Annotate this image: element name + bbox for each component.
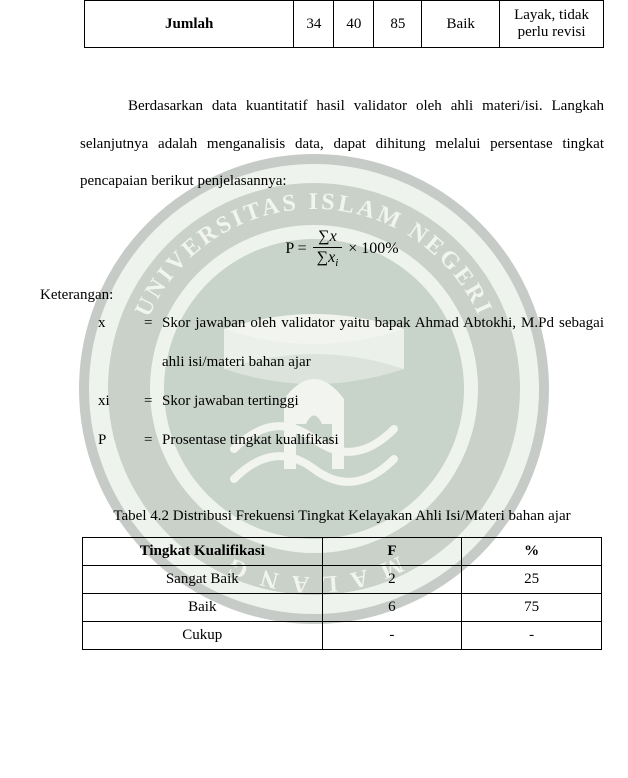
cell: -	[322, 621, 462, 649]
col-header: Tingkat Kualifikasi	[83, 537, 323, 565]
cell: Baik	[83, 593, 323, 621]
cell: -	[462, 621, 602, 649]
def-text: Prosentase tingkat kualifikasi	[162, 421, 604, 460]
table2-caption: Tabel 4.2 Distribusi Frekuensi Tingkat K…	[80, 508, 604, 525]
table-header-row: Tingkat Kualifikasi F %	[83, 537, 602, 565]
def-text: Skor jawaban tertinggi	[162, 382, 604, 421]
cell: 34	[294, 1, 334, 48]
cell: 75	[462, 593, 602, 621]
cell: Layak, tidak perlu revisi	[500, 1, 604, 48]
formula-lhs: P =	[285, 239, 306, 256]
cell: Baik	[422, 1, 500, 48]
keterangan-label: Keterangan:	[40, 287, 604, 304]
definition-row: xi = Skor jawaban tertinggi	[98, 382, 604, 421]
def-eq: =	[144, 421, 162, 460]
col-header: F	[322, 537, 462, 565]
def-symbol: xi	[98, 382, 144, 421]
summary-table: Jumlah 34 40 85 Baik Layak, tidak perlu …	[84, 0, 604, 48]
definition-row: x = Skor jawaban oleh validator yaitu ba…	[98, 304, 604, 382]
formula-denominator: ∑xi	[313, 248, 343, 269]
cell: 25	[462, 565, 602, 593]
def-eq: =	[144, 382, 162, 421]
def-text: Skor jawaban oleh validator yaitu bapak …	[162, 304, 604, 382]
cell: Sangat Baik	[83, 565, 323, 593]
def-eq: =	[144, 304, 162, 382]
cell: 85	[374, 1, 422, 48]
paragraph: Berdasarkan data kuantitatif hasil valid…	[80, 88, 604, 201]
cell: Cukup	[83, 621, 323, 649]
formula-fraction: ∑x ∑xi	[313, 229, 343, 269]
frequency-table: Tingkat Kualifikasi F % Sangat Baik 2 25…	[82, 537, 602, 650]
def-symbol: P	[98, 421, 144, 460]
formula: P = ∑x ∑xi × 100%	[80, 229, 604, 269]
col-header: %	[462, 537, 602, 565]
cell-line2: perlu revisi	[518, 24, 586, 40]
definition-row: P = Prosentase tingkat kualifikasi	[98, 421, 604, 460]
cell: 6	[322, 593, 462, 621]
def-symbol: x	[98, 304, 144, 382]
formula-rhs: × 100%	[348, 239, 398, 256]
table-row: Sangat Baik 2 25	[83, 565, 602, 593]
formula-numerator: ∑x	[313, 229, 343, 248]
table-row: Cukup - -	[83, 621, 602, 649]
table-row: Jumlah 34 40 85 Baik Layak, tidak perlu …	[85, 1, 604, 48]
table-row: Baik 6 75	[83, 593, 602, 621]
definitions: x = Skor jawaban oleh validator yaitu ba…	[98, 304, 604, 460]
cell-line1: Layak, tidak	[514, 7, 589, 23]
cell: 40	[334, 1, 374, 48]
row-label: Jumlah	[85, 1, 294, 48]
cell: 2	[322, 565, 462, 593]
